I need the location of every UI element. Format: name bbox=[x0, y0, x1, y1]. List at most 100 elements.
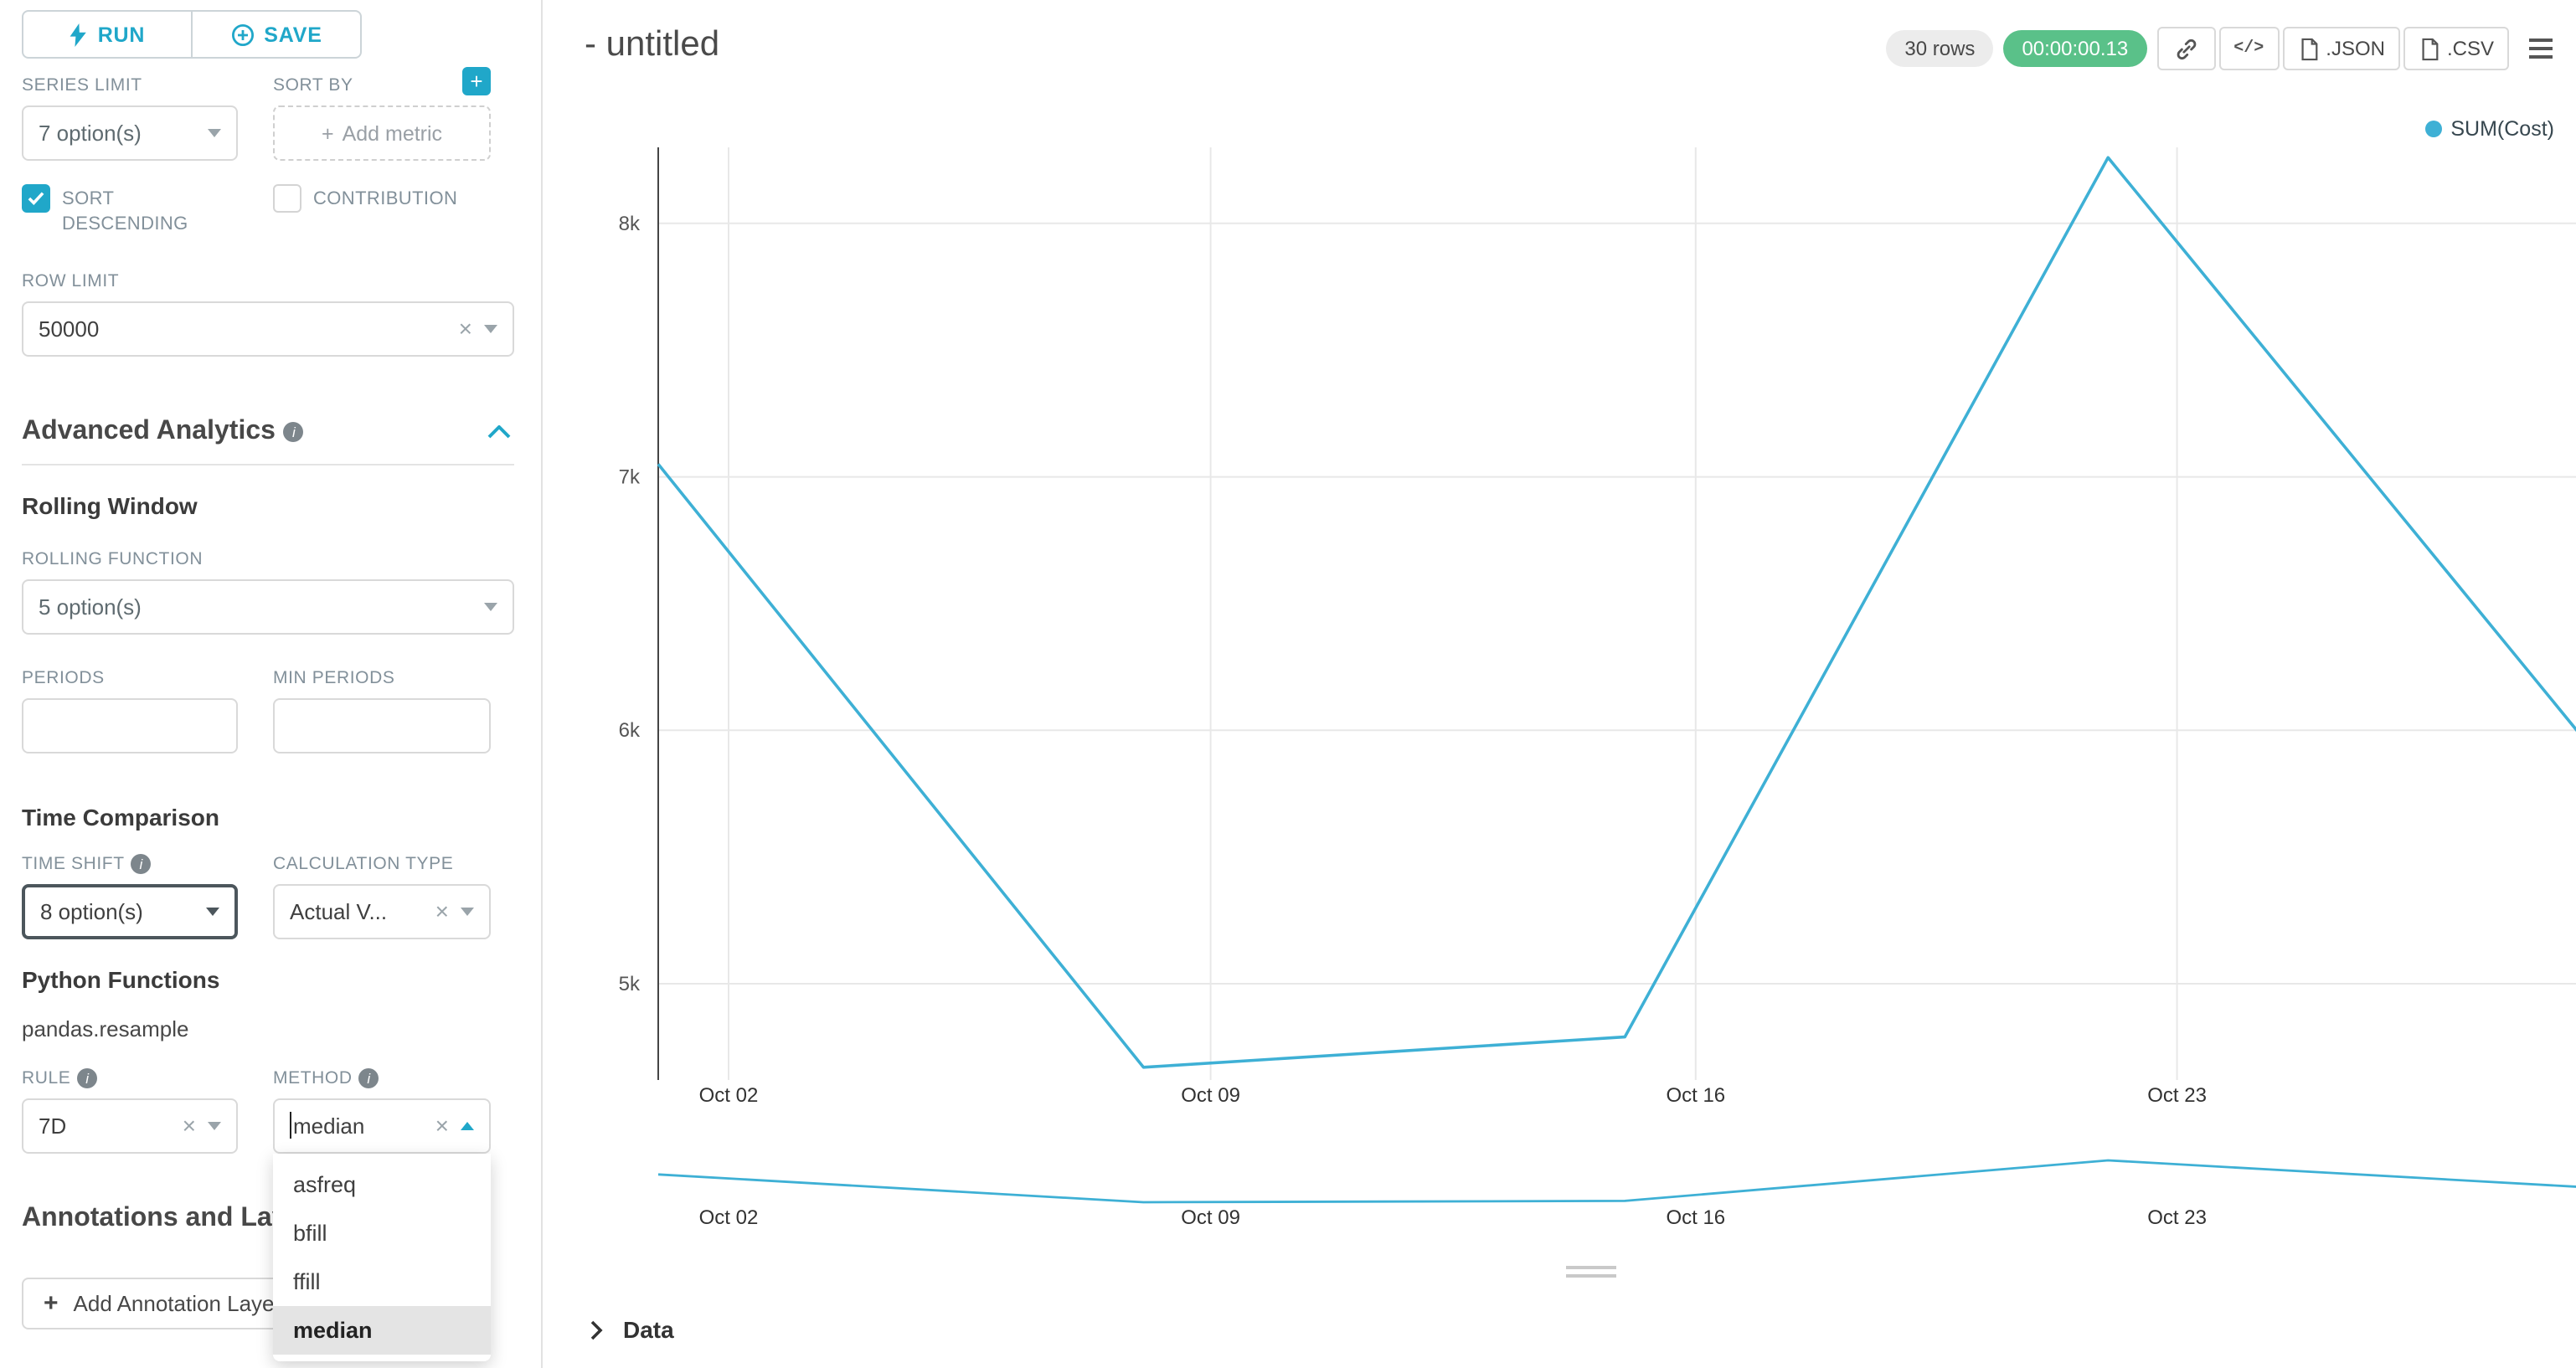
svg-text:Oct 23: Oct 23 bbox=[2147, 1084, 2207, 1107]
sort-descending-label: SORT DESCENDING bbox=[62, 189, 188, 234]
chevron-down-icon bbox=[461, 907, 474, 916]
chevron-down-icon bbox=[208, 129, 221, 137]
info-icon: i bbox=[283, 421, 304, 442]
svg-text:8k: 8k bbox=[619, 213, 641, 235]
svg-text:5k: 5k bbox=[619, 973, 641, 995]
legend-label: SUM(Cost) bbox=[2450, 117, 2554, 141]
row-limit-value: 50000 bbox=[39, 316, 100, 342]
calculation-type-value: Actual V... bbox=[290, 898, 388, 924]
method-combobox[interactable]: median × bbox=[273, 1098, 491, 1154]
copy-link-button[interactable] bbox=[2156, 27, 2216, 70]
menu-item-ffill[interactable]: ffill bbox=[293, 1268, 321, 1294]
row-limit-select[interactable]: 50000 × bbox=[22, 301, 514, 357]
rule-label-text: RULE bbox=[22, 1067, 71, 1088]
plus-icon: + bbox=[321, 121, 334, 145]
rule-value: 7D bbox=[39, 1113, 67, 1139]
section-divider bbox=[22, 463, 514, 465]
clear-icon[interactable]: × bbox=[435, 1112, 449, 1139]
info-icon: i bbox=[77, 1067, 98, 1088]
chevron-down-icon bbox=[208, 1121, 221, 1130]
save-label: SAVE bbox=[264, 23, 322, 46]
info-icon: i bbox=[131, 853, 152, 874]
series-limit-value: 7 option(s) bbox=[39, 121, 142, 146]
duration-badge: 00:00:00.13 bbox=[2003, 30, 2147, 67]
info-icon: i bbox=[358, 1067, 379, 1088]
python-functions-title: Python Functions bbox=[22, 965, 220, 993]
menu-item-median[interactable]: median bbox=[273, 1305, 491, 1355]
svg-text:Oct 16: Oct 16 bbox=[1666, 1206, 1725, 1229]
time-shift-label: TIME SHIFT i bbox=[22, 853, 238, 874]
method-value: median bbox=[293, 1113, 365, 1139]
rolling-function-select[interactable]: 5 option(s) bbox=[22, 579, 514, 635]
time-shift-value: 8 option(s) bbox=[40, 898, 143, 924]
chevron-right-icon bbox=[590, 1319, 603, 1340]
chart-area: - untitled 30 rows 00:00:00.13 </> bbox=[543, 0, 2576, 1368]
run-save-group: RUN SAVE bbox=[22, 10, 362, 59]
min-periods-label: MIN PERIODS bbox=[273, 667, 395, 688]
export-json-button[interactable]: .JSON bbox=[2282, 27, 2400, 70]
legend-dot-icon bbox=[2425, 121, 2443, 137]
code-icon: </> bbox=[2233, 39, 2264, 58]
series-limit-label: SERIES LIMIT bbox=[22, 75, 142, 95]
calculation-type-select[interactable]: Actual V... × bbox=[273, 883, 491, 939]
chevron-up-icon bbox=[461, 1121, 474, 1130]
save-button[interactable]: SAVE bbox=[193, 10, 362, 59]
page-title: - untitled bbox=[585, 25, 720, 64]
clear-icon[interactable]: × bbox=[458, 315, 472, 342]
data-panel-toggle[interactable]: Data bbox=[590, 1316, 674, 1343]
rule-label: RULE i bbox=[22, 1067, 238, 1088]
sort-descending-checkbox[interactable]: SORT DESCENDING bbox=[22, 184, 238, 237]
method-label-text: METHOD bbox=[273, 1067, 353, 1088]
data-panel-title: Data bbox=[623, 1316, 674, 1343]
svg-text:6k: 6k bbox=[619, 719, 641, 742]
periods-label: PERIODS bbox=[22, 667, 105, 688]
time-shift-select[interactable]: 8 option(s) bbox=[22, 883, 238, 939]
contribution-checkbox[interactable]: CONTRIBUTION bbox=[273, 184, 491, 213]
rows-count-badge: 30 rows bbox=[1886, 30, 1994, 67]
export-csv-button[interactable]: .CSV bbox=[2403, 27, 2509, 70]
contribution-label: CONTRIBUTION bbox=[313, 189, 458, 209]
clear-icon[interactable]: × bbox=[435, 897, 449, 925]
export-button-group: </> .JSON .CSV bbox=[2156, 27, 2509, 70]
advanced-analytics-title: Advanced Analytics bbox=[22, 416, 276, 445]
file-icon bbox=[2422, 37, 2439, 60]
text-cursor bbox=[290, 1112, 291, 1139]
chevron-down-icon bbox=[484, 602, 497, 611]
menu-item-bfill[interactable]: bfill bbox=[293, 1220, 327, 1246]
run-button[interactable]: RUN bbox=[22, 10, 193, 59]
chart-toolbar: 30 rows 00:00:00.13 </> bbox=[1886, 27, 2559, 70]
add-sort-metric-button[interactable]: + bbox=[462, 67, 491, 95]
plus-icon: + bbox=[470, 69, 483, 94]
line-chart: 5k 6k 7k 8k Oct 02 Oct 09 Oct 16 Oct 23 Oct 02 Oc… bbox=[619, 147, 2576, 1229]
periods-input[interactable] bbox=[22, 697, 238, 753]
svg-text:7k: 7k bbox=[619, 466, 641, 489]
rule-select[interactable]: 7D × bbox=[22, 1098, 238, 1154]
control-panel: RUN SAVE SERIES LIMIT 7 option(s) SORT B… bbox=[0, 0, 543, 1368]
checkbox-checked-icon bbox=[22, 184, 50, 213]
link-icon bbox=[2176, 38, 2196, 59]
add-metric-button[interactable]: + Add metric bbox=[273, 105, 491, 161]
resize-handle[interactable] bbox=[1566, 1266, 1616, 1278]
chevron-up-icon bbox=[487, 424, 511, 438]
embed-code-button[interactable]: </> bbox=[2218, 27, 2280, 70]
svg-text:Oct 23: Oct 23 bbox=[2147, 1206, 2207, 1229]
rolling-function-value: 5 option(s) bbox=[39, 594, 142, 620]
min-periods-input[interactable] bbox=[273, 697, 491, 753]
menu-item-asfreq[interactable]: asfreq bbox=[293, 1171, 357, 1197]
lightning-icon bbox=[70, 23, 87, 46]
rolling-function-label: ROLLING FUNCTION bbox=[22, 548, 204, 569]
series-limit-select[interactable]: 7 option(s) bbox=[22, 105, 238, 161]
chart-menu-button[interactable] bbox=[2522, 30, 2559, 67]
legend[interactable]: SUM(Cost) bbox=[2425, 117, 2554, 141]
svg-text:Oct 02: Oct 02 bbox=[699, 1084, 759, 1107]
csv-label: .CSV bbox=[2446, 37, 2494, 60]
save-icon bbox=[231, 23, 254, 46]
collapse-section-button[interactable] bbox=[484, 421, 514, 441]
svg-text:Oct 02: Oct 02 bbox=[699, 1206, 759, 1229]
clear-icon[interactable]: × bbox=[182, 1112, 196, 1139]
time-shift-label-text: TIME SHIFT bbox=[22, 853, 125, 874]
add-annotation-label: Add Annotation Layer bbox=[73, 1290, 282, 1316]
hamburger-icon bbox=[2529, 39, 2553, 42]
json-label: .JSON bbox=[2326, 37, 2385, 60]
